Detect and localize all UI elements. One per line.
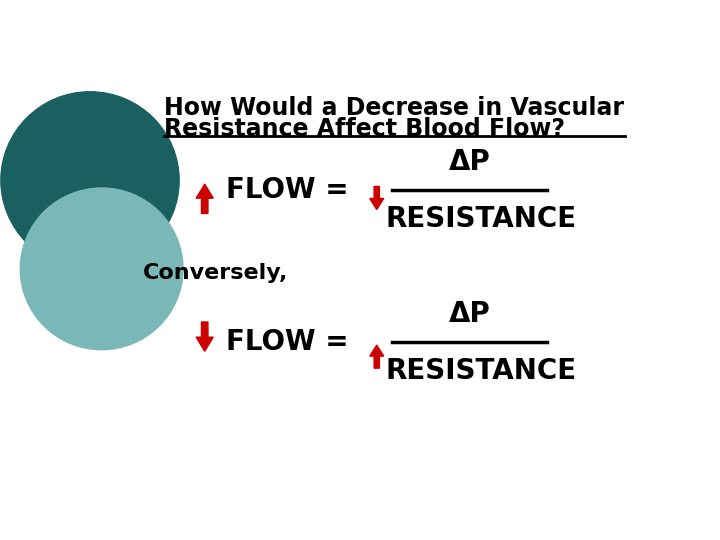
Polygon shape: [370, 186, 384, 210]
Text: FLOW =: FLOW =: [225, 176, 358, 204]
Text: How Would a Decrease in Vascular: How Would a Decrease in Vascular: [163, 96, 624, 119]
Text: RESISTANCE: RESISTANCE: [386, 205, 577, 233]
Polygon shape: [196, 184, 213, 213]
Text: FLOW =: FLOW =: [225, 328, 358, 356]
Circle shape: [1, 92, 179, 269]
Circle shape: [20, 188, 183, 350]
Polygon shape: [196, 322, 213, 351]
Polygon shape: [370, 345, 384, 368]
Text: Resistance Affect Blood Flow?: Resistance Affect Blood Flow?: [163, 117, 564, 141]
Text: Conversely,: Conversely,: [143, 262, 288, 283]
Text: ΔP: ΔP: [449, 300, 490, 328]
Text: ΔP: ΔP: [449, 147, 490, 176]
Text: RESISTANCE: RESISTANCE: [386, 357, 577, 386]
